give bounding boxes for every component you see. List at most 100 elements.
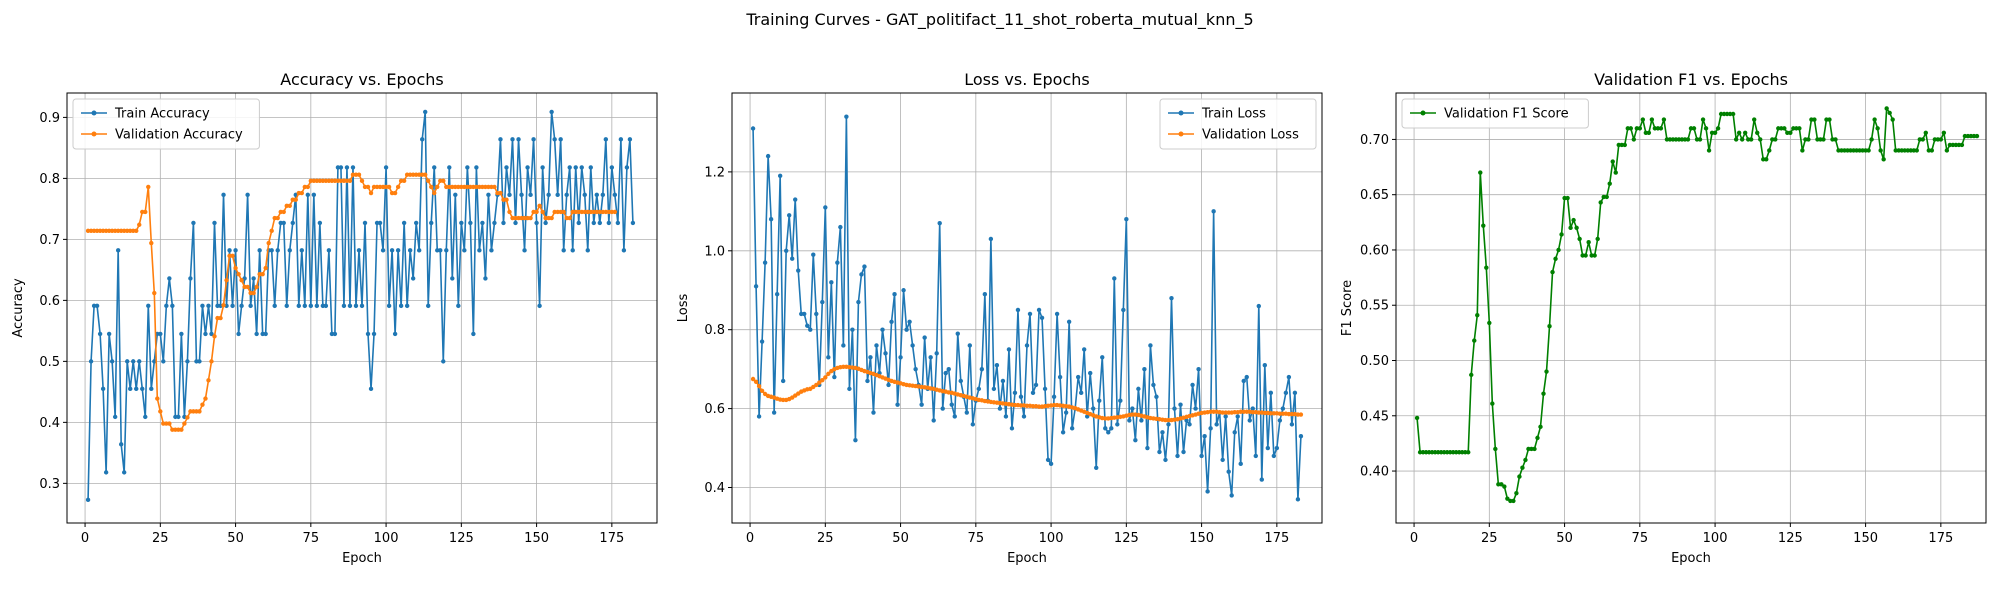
chart-0-series-0-point — [269, 248, 274, 253]
chart-1-y-axis-label: Loss — [676, 294, 691, 323]
chart-2-series-0-point — [1896, 148, 1901, 153]
chart-1-series-0-point — [832, 374, 837, 380]
chart-1-series-0-point — [865, 378, 870, 384]
chart-0-y-tick-label: 0.3 — [39, 477, 60, 492]
chart-0-series-1-point — [576, 209, 581, 215]
f1-chart: 0 25 50 75 100 125 150 175 0.40 0.45 0.50 0.55 0.60 0… — [1340, 70, 1987, 566]
chart-0-series-1-point — [179, 427, 184, 432]
chart-2-series-0-point — [1619, 142, 1624, 148]
chart-2-series-0-point — [1565, 195, 1570, 201]
chart-0-series-0-point — [91, 303, 97, 309]
chart-0-series-0-point — [615, 220, 621, 226]
chart-2-series-0-point — [1902, 148, 1907, 153]
chart-2-series-0-point — [1788, 130, 1793, 135]
chart-0-series-0-point — [260, 331, 265, 337]
chart-0-series-0-point — [528, 192, 533, 198]
chart-2-series-0-point — [1833, 137, 1838, 142]
chart-1-series-1-point — [1244, 409, 1249, 414]
chart-0-series-1-point — [302, 184, 308, 190]
chart-1-series-0-point — [1193, 406, 1198, 411]
chart-1-series-0-point — [1091, 406, 1096, 411]
chart-0-series-0-point — [606, 220, 612, 226]
chart-1-series-0-point — [940, 406, 945, 411]
chart-0-series-0-point — [435, 248, 440, 253]
chart-1-series-0-point — [1205, 489, 1210, 494]
chart-0-series-0-point — [311, 192, 317, 198]
chart-0-series-1-point — [188, 409, 193, 414]
chart-1-x-tick-label: 50 — [892, 531, 909, 546]
chart-0-series-1-point — [112, 228, 118, 234]
chart-0-series-1-point — [170, 427, 175, 432]
chart-0-series-1-point — [483, 184, 488, 190]
chart-0-series-0-point — [302, 303, 308, 309]
chart-0-series-1-point — [314, 178, 320, 184]
chart-2-series-0-point — [1800, 148, 1805, 153]
chart-2-x-axis-label: Epoch — [1671, 551, 1711, 566]
chart-2-series-0-point — [1920, 137, 1925, 142]
chart-0-series-1-point — [103, 228, 109, 234]
chart-0-series-1-point — [389, 190, 395, 196]
chart-2-series-0-point — [1785, 130, 1790, 135]
chart-1-series-0-point — [922, 335, 927, 340]
chart-2-title: Validation F1 vs. Epochs — [1594, 70, 1788, 89]
chart-0-series-0-point — [468, 220, 473, 226]
chart-2-series-0-point — [1682, 137, 1688, 142]
chart-1-series-1-point — [1280, 411, 1286, 416]
chart-0-series-0-point — [377, 220, 383, 226]
chart-2-series-0-point — [1935, 137, 1941, 142]
chart-0-series-1-point — [492, 184, 497, 190]
chart-0-series-1-point — [567, 215, 572, 221]
chart-1-series-0-point — [753, 284, 759, 289]
chart-2-series-0-point — [1420, 450, 1426, 455]
chart-0-series-1-point — [287, 203, 292, 209]
chart-1-series-0-point — [1051, 394, 1057, 399]
chart-2-series-0-point — [1806, 137, 1811, 142]
chart-1-series-0-point — [988, 236, 994, 242]
chart-1-series-1-point — [820, 377, 825, 383]
chart-2-series-0-point — [1959, 142, 1965, 148]
chart-1-series-0-point — [964, 410, 969, 415]
chart-0-series-0-point — [317, 220, 323, 226]
chart-1-series-0-point — [1274, 445, 1280, 451]
chart-0-series-0-point — [167, 276, 172, 281]
chart-0-series-1-point — [100, 228, 106, 234]
chart-1-series-0-point — [1220, 457, 1225, 463]
chart-0-series-0-point — [630, 220, 636, 226]
chart-0-legend-label-1: Validation Accuracy — [115, 128, 243, 143]
chart-2-series-0-point — [1875, 126, 1880, 131]
chart-0-series-0-point — [85, 497, 91, 503]
chart-0-series-1-point — [362, 184, 368, 190]
chart-0-y-tick-label: 0.9 — [39, 111, 60, 126]
chart-0-series-0-point — [146, 303, 151, 309]
chart-0-series-1-point — [167, 421, 172, 426]
chart-1-series-0-point — [952, 414, 957, 419]
chart-1-series-0-point — [793, 197, 798, 202]
chart-1-series-0-point — [1139, 418, 1144, 423]
chart-2-series-0-point — [1944, 148, 1950, 153]
chart-0-series-1-point — [519, 215, 524, 221]
chart-0-series-0-point — [125, 359, 130, 364]
chart-1-series-0-point — [1283, 390, 1289, 396]
chart-0-series-0-point — [143, 414, 148, 420]
chart-2-series-0-point — [1736, 130, 1742, 135]
chart-0-series-0-point — [591, 220, 596, 226]
chart-0-series-0-point — [118, 442, 124, 447]
chart-1-series-0-point — [841, 343, 846, 348]
chart-2-series-0-point — [1884, 106, 1889, 111]
chart-0-series-1-point — [326, 178, 332, 184]
chart-1-series-0-point — [1265, 445, 1271, 451]
chart-0-series-0-point — [570, 248, 575, 253]
chart-2-series-0-point — [1652, 126, 1658, 131]
chart-1-series-0-point — [1166, 422, 1171, 427]
chart-2-series-0-point — [1586, 240, 1591, 245]
chart-0-series-1-point — [426, 178, 431, 184]
chart-2-series-0-point — [1661, 117, 1667, 122]
chart-0-series-0-point — [522, 248, 527, 253]
chart-0-series-1-point — [218, 315, 223, 321]
chart-2-x-tick-label: 50 — [1556, 531, 1573, 546]
chart-2-series-0-point — [1679, 137, 1685, 142]
chart-0-series-1-point — [311, 178, 317, 184]
chart-0-series-0-point — [537, 303, 542, 309]
chart-0-series-1-point — [546, 215, 551, 221]
chart-1-legend-label-1: Validation Loss — [1202, 128, 1299, 143]
